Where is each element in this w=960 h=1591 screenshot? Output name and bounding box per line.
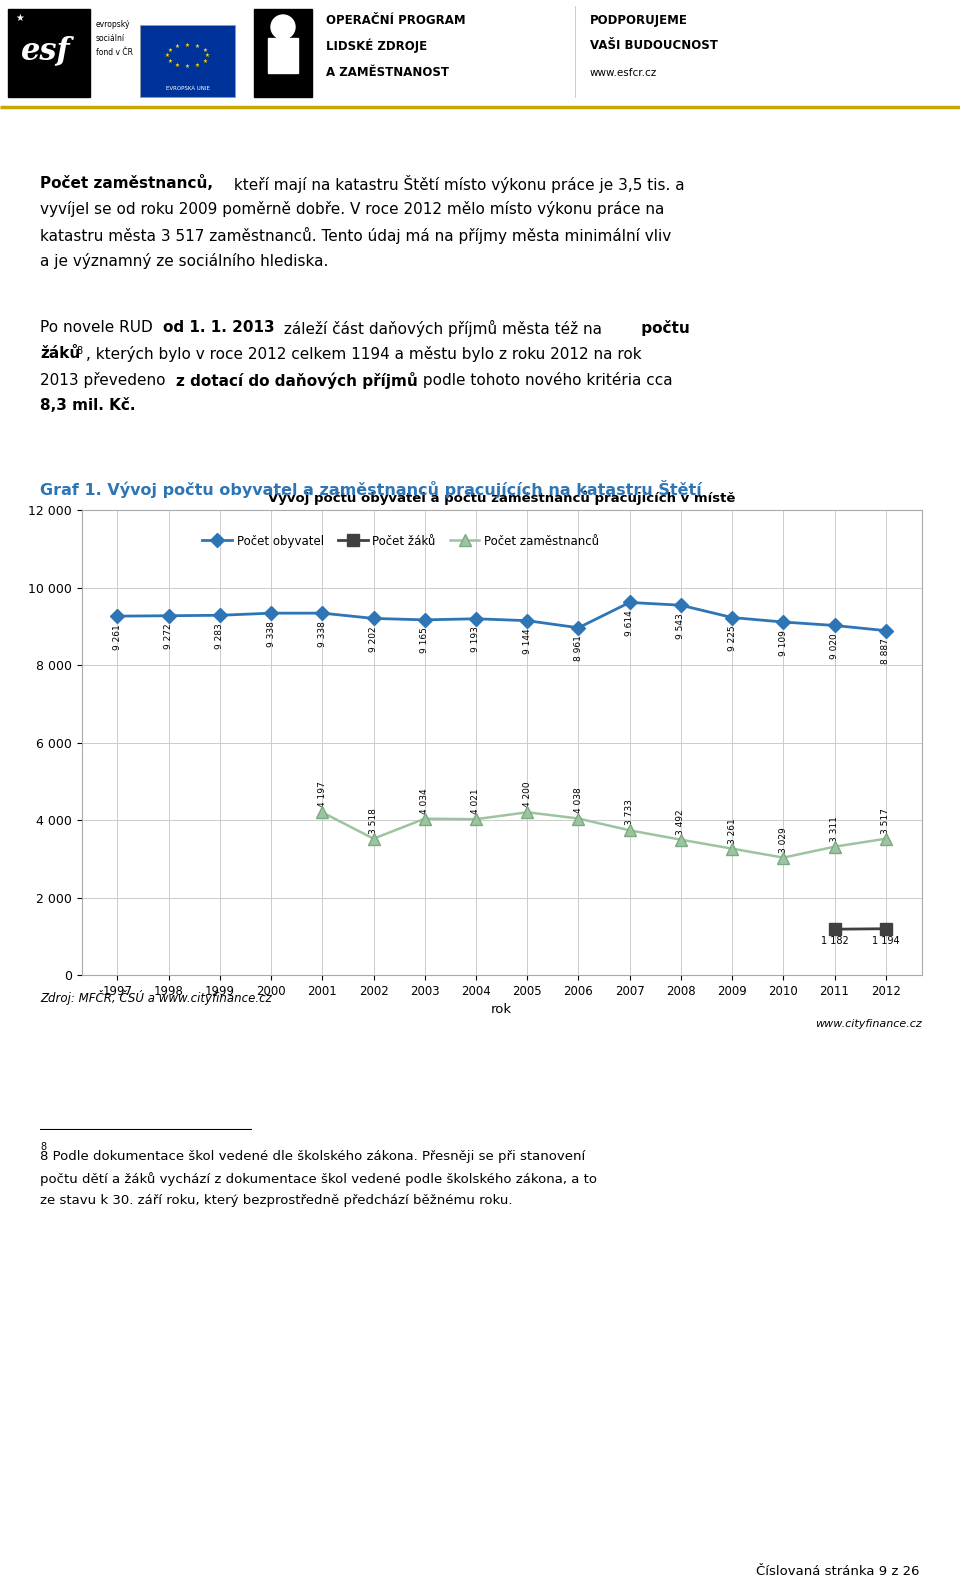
- Bar: [254, 10, 312, 97]
- Text: Počet zaměstnanců,: Počet zaměstnanců,: [40, 175, 213, 191]
- Text: ★: ★: [15, 13, 24, 22]
- Circle shape: [271, 14, 295, 38]
- Text: ★: ★: [175, 45, 180, 49]
- Text: OPERAČNÍ PROGRAM: OPERAČNÍ PROGRAM: [326, 14, 466, 27]
- Text: 3 517: 3 517: [881, 808, 890, 834]
- Text: 9 165: 9 165: [420, 627, 429, 654]
- Text: ★: ★: [165, 54, 170, 59]
- Text: 3 029: 3 029: [779, 827, 788, 853]
- Text: 8,3 mil. Kč.: 8,3 mil. Kč.: [40, 398, 135, 414]
- Text: ★: ★: [205, 54, 210, 59]
- Text: od 1. 1. 2013: od 1. 1. 2013: [163, 320, 275, 336]
- Text: ★: ★: [203, 48, 207, 53]
- Text: 4 034: 4 034: [420, 788, 429, 813]
- Text: a je významný ze sociálního hlediska.: a je významný ze sociálního hlediska.: [40, 253, 328, 269]
- FancyBboxPatch shape: [268, 38, 298, 73]
- Text: 8 961: 8 961: [574, 635, 583, 662]
- Text: VAŠI BUDOUCNOST: VAŠI BUDOUCNOST: [590, 40, 718, 53]
- Text: ze stavu k 30. září roku, který bezprostředně předchází běžnému roku.: ze stavu k 30. září roku, který bezprost…: [40, 1193, 513, 1208]
- Text: ★: ★: [195, 64, 200, 68]
- Bar: [8, 10, 90, 97]
- Text: Číslovaná stránka 9 z 26: Číslovaná stránka 9 z 26: [756, 1566, 920, 1578]
- Text: 4 038: 4 038: [574, 788, 583, 813]
- Text: ★: ★: [195, 45, 200, 49]
- Text: 3 261: 3 261: [728, 818, 736, 843]
- Text: PODPORUJEME: PODPORUJEME: [590, 14, 688, 27]
- Text: evropský: evropský: [96, 21, 131, 30]
- Text: 2013 převedeno: 2013 převedeno: [40, 372, 171, 388]
- Title: Vývoj počtu obyvatel a počtu zaměstnanců pracujících v místě: Vývoj počtu obyvatel a počtu zaměstnanců…: [268, 490, 735, 504]
- Text: 9 193: 9 193: [471, 627, 481, 652]
- Text: ★: ★: [203, 59, 207, 64]
- Text: z dotací do daňových příjmů: z dotací do daňových příjmů: [176, 372, 418, 390]
- Text: 9 543: 9 543: [677, 613, 685, 638]
- Text: žáků: žáků: [40, 345, 81, 361]
- Text: počtu dětí a žáků vychází z dokumentace škol vedené podle školského zákona, a to: počtu dětí a žáků vychází z dokumentace …: [40, 1173, 597, 1185]
- Text: Zdroj: MFČR, ČSÚ a www.cityfinance.cz: Zdroj: MFČR, ČSÚ a www.cityfinance.cz: [40, 990, 272, 1006]
- Text: Graf 1. Vývoj počtu obyvatel a zaměstnanců pracujících na katastru Štětí: Graf 1. Vývoj počtu obyvatel a zaměstnan…: [40, 480, 702, 498]
- Text: EVROPSKÁ UNIE: EVROPSKÁ UNIE: [165, 86, 209, 91]
- Text: 9 283: 9 283: [215, 624, 225, 649]
- Text: esf: esf: [21, 35, 71, 67]
- Text: 1 194: 1 194: [872, 936, 900, 945]
- Text: 9 202: 9 202: [369, 627, 378, 652]
- Text: 9 272: 9 272: [164, 624, 173, 649]
- Text: LIDSKÉ ZDROJE: LIDSKÉ ZDROJE: [326, 38, 427, 53]
- Text: 8: 8: [77, 345, 83, 356]
- Text: ★: ★: [175, 64, 180, 68]
- Text: 9 144: 9 144: [522, 628, 532, 654]
- Text: 3 311: 3 311: [830, 816, 839, 842]
- Text: sociální: sociální: [96, 35, 125, 43]
- Text: kteří mají na katastru Štětí místo výkonu práce je 3,5 tis. a: kteří mají na katastru Štětí místo výkon…: [229, 175, 685, 193]
- Text: 9 614: 9 614: [625, 611, 635, 636]
- Text: 3 733: 3 733: [625, 799, 635, 826]
- Legend: Počet obyvatel, Počet žáků, Počet zaměstnanců: Počet obyvatel, Počet žáků, Počet zaměst…: [198, 530, 604, 552]
- Text: 9 225: 9 225: [728, 625, 736, 651]
- Text: ★: ★: [168, 59, 173, 64]
- Text: 8: 8: [40, 1142, 46, 1152]
- Text: podle tohoto nového kritéria cca: podle tohoto nového kritéria cca: [418, 372, 672, 388]
- Text: 4 197: 4 197: [318, 781, 326, 807]
- Text: , kterých bylo v roce 2012 celkem 1194 a městu bylo z roku 2012 na rok: , kterých bylo v roce 2012 celkem 1194 a…: [86, 345, 642, 363]
- Text: 9 109: 9 109: [779, 630, 788, 655]
- Text: vyvíjel se od roku 2009 poměrně dobře. V roce 2012 mělo místo výkonu práce na: vyvíjel se od roku 2009 poměrně dobře. V…: [40, 200, 664, 216]
- Text: 3 518: 3 518: [369, 808, 378, 834]
- Text: 3 492: 3 492: [677, 808, 685, 835]
- Text: 4 021: 4 021: [471, 789, 481, 815]
- Text: 9 261: 9 261: [113, 624, 122, 649]
- Text: www.esfcr.cz: www.esfcr.cz: [590, 68, 658, 78]
- Text: 9 338: 9 338: [267, 620, 276, 648]
- Text: Po novele RUD: Po novele RUD: [40, 320, 158, 336]
- Text: ★: ★: [185, 65, 190, 70]
- Text: 4 200: 4 200: [522, 781, 532, 807]
- Text: ★: ★: [168, 48, 173, 53]
- Text: 1 182: 1 182: [821, 936, 849, 947]
- Text: fond v ČR: fond v ČR: [96, 48, 133, 57]
- Text: ★: ★: [185, 43, 190, 48]
- Text: A ZAMĚSTNANOST: A ZAMĚSTNANOST: [326, 67, 449, 80]
- Text: www.cityfinance.cz: www.cityfinance.cz: [815, 1020, 922, 1029]
- Text: 9 020: 9 020: [830, 633, 839, 659]
- X-axis label: rok: rok: [491, 1004, 513, 1017]
- Text: 8 887: 8 887: [881, 638, 890, 665]
- Text: 8 Podle dokumentace škol vedené dle školského zákona. Přesněji se při stanovení: 8 Podle dokumentace škol vedené dle škol…: [40, 1150, 586, 1163]
- Bar: [140, 25, 235, 97]
- Text: počtu: počtu: [636, 320, 690, 336]
- Text: katastru města 3 517 zaměstnanců. Tento údaj má na příjmy města minimální vliv: katastru města 3 517 zaměstnanců. Tento …: [40, 228, 672, 243]
- Text: záleží část daňových příjmů města též na: záleží část daňových příjmů města též na: [279, 320, 602, 337]
- Text: 9 338: 9 338: [318, 620, 326, 648]
